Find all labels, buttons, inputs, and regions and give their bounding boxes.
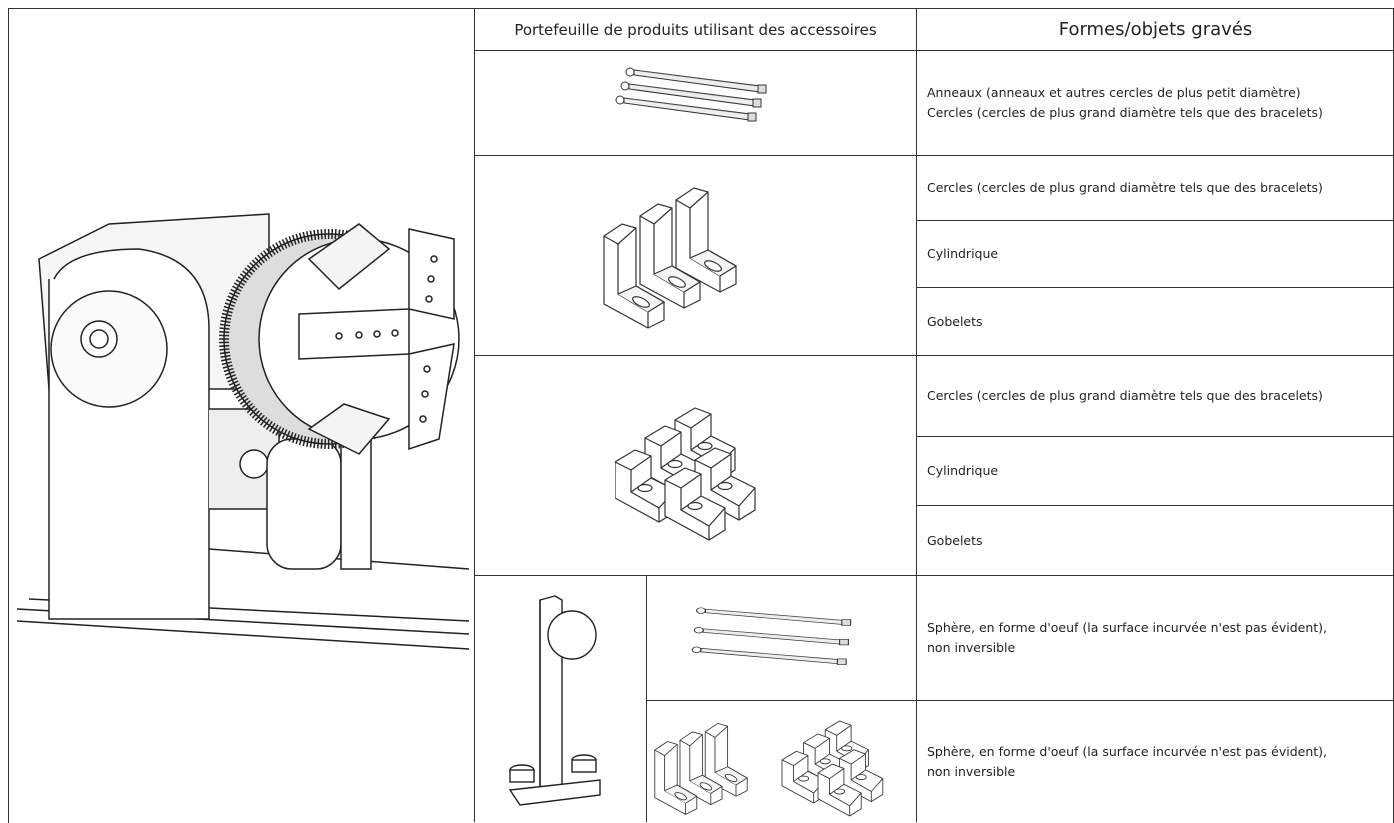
text-cell: Gobelets: [916, 287, 1394, 355]
header-cell: Formes/objets gravés: [916, 8, 1394, 50]
header-cell: Portefeuille de produits utilisant des a…: [474, 8, 916, 50]
cell-text: Cercles (cercles de plus grand diamètre …: [927, 180, 1323, 195]
cell-text: Sphère, en forme d'oeuf (la surface incu…: [927, 743, 1327, 759]
image-cell: [474, 575, 646, 822]
cell-text: Anneaux (anneaux et autres cercles de pl…: [927, 85, 1301, 100]
cell-text: non inversible: [927, 763, 1016, 779]
pins-illustration: [615, 67, 767, 122]
text-cell: Cercles (cercles de plus grand diamètre …: [916, 155, 1394, 220]
cell-text: Gobelets: [927, 313, 983, 329]
rotary-chuck-illustration: [16, 213, 470, 650]
cell-text: Cercles (cercles de plus grand diamètre …: [927, 388, 1323, 403]
text-cell: Cercles (cercles de plus grand diamètre …: [916, 355, 1394, 436]
text-cell: Cylindrique: [916, 436, 1394, 505]
header-text: Formes/objets gravés: [1058, 19, 1253, 40]
text-cell: Cylindrique: [916, 220, 1394, 287]
cell-text: Cylindrique: [927, 246, 999, 261]
image-cell: [474, 155, 916, 355]
image-cell: [646, 700, 916, 822]
text-cell: Sphère, en forme d'oeuf (la surface incu…: [916, 575, 1394, 700]
cell-text: Gobelets: [927, 532, 983, 548]
image-cell: [474, 355, 916, 575]
image-cell: [474, 50, 916, 155]
cell-text: Cercles (cercles de plus grand diamètre …: [927, 105, 1323, 120]
stand-illustration: [508, 595, 601, 806]
header-text: Portefeuille de produits utilisant des a…: [514, 20, 877, 39]
l-blocks-illustration: [603, 187, 737, 329]
text-cell: Gobelets: [916, 505, 1394, 575]
step-blocks-illustration: [615, 407, 756, 541]
cell-text: Cylindrique: [927, 463, 999, 478]
cell-text: non inversible: [927, 640, 1016, 655]
image-cell: [646, 575, 916, 700]
text-cell: Anneaux (anneaux et autres cercles de pl…: [916, 50, 1394, 155]
mixed-blocks-illustration: [654, 720, 884, 817]
pins-illustration: [691, 607, 852, 666]
cell-text: Sphère, en forme d'oeuf (la surface incu…: [927, 620, 1327, 635]
text-cell: Sphère, en forme d'oeuf (la surface incu…: [916, 700, 1394, 822]
